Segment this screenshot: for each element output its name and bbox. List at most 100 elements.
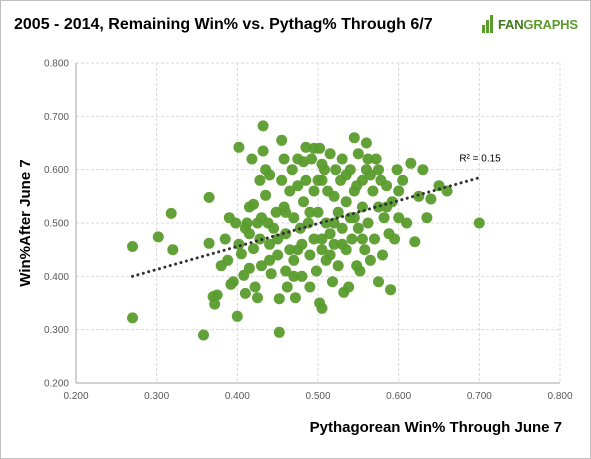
x-axis-title: Pythagorean Win% Through June 7 xyxy=(310,419,562,436)
data-point xyxy=(270,206,282,218)
data-point xyxy=(381,180,393,192)
data-point xyxy=(257,120,269,132)
data-point xyxy=(127,241,138,252)
data-point xyxy=(312,206,324,218)
data-point xyxy=(198,329,209,341)
trendline xyxy=(130,176,481,278)
data-point xyxy=(203,237,215,249)
data-point xyxy=(235,248,247,260)
data-point xyxy=(364,169,376,181)
data-point xyxy=(241,217,253,229)
data-point xyxy=(340,169,352,181)
y-tick-label: 0.800 xyxy=(44,59,69,70)
data-point xyxy=(316,233,328,245)
data-point xyxy=(352,148,364,160)
logo-wordmark: FANGRAPHS xyxy=(498,16,578,32)
data-point xyxy=(222,254,234,266)
data-point xyxy=(231,310,243,322)
data-point xyxy=(230,217,242,229)
data-point xyxy=(316,174,328,186)
y-tick-label: 0.600 xyxy=(44,165,69,176)
data-point xyxy=(248,198,259,210)
data-point xyxy=(425,193,437,205)
y-axis-title: Win%After June 7 xyxy=(17,159,34,286)
bar-chart-icon xyxy=(482,15,496,33)
data-point xyxy=(378,212,390,224)
data-point xyxy=(351,180,363,192)
data-point xyxy=(239,287,251,299)
fangraphs-logo: FANGRAPHS xyxy=(482,13,578,35)
data-point xyxy=(246,153,258,165)
data-point xyxy=(280,206,292,218)
data-point xyxy=(324,228,336,240)
data-point xyxy=(304,281,316,293)
data-point xyxy=(354,265,366,277)
data-point xyxy=(348,212,360,224)
data-point xyxy=(473,217,485,229)
data-point xyxy=(286,164,298,176)
data-point xyxy=(300,141,312,153)
data-point xyxy=(248,243,259,255)
data-point xyxy=(265,268,277,280)
data-point xyxy=(256,260,267,272)
data-point xyxy=(336,238,348,250)
x-tick-label: 0.500 xyxy=(305,391,330,402)
data-point xyxy=(324,249,336,261)
x-tick-label: 0.600 xyxy=(386,391,411,402)
data-point xyxy=(288,212,300,224)
data-point xyxy=(327,276,338,288)
y-tick-label: 0.200 xyxy=(44,379,69,390)
data-point xyxy=(421,212,433,224)
data-point xyxy=(393,212,405,224)
data-point xyxy=(276,174,288,186)
data-point xyxy=(284,185,296,197)
data-point xyxy=(127,312,138,324)
data-point xyxy=(370,153,382,165)
data-point xyxy=(405,157,417,169)
data-point xyxy=(254,233,266,245)
data-point xyxy=(362,153,374,165)
data-point xyxy=(252,292,263,304)
data-point xyxy=(273,293,285,305)
data-point xyxy=(340,196,352,208)
data-point xyxy=(320,217,332,229)
data-point xyxy=(401,217,413,229)
data-point xyxy=(298,156,309,168)
data-point xyxy=(346,233,358,245)
data-point xyxy=(254,174,266,186)
data-point xyxy=(243,228,255,240)
data-point xyxy=(397,174,409,186)
data-point xyxy=(227,276,239,288)
data-point xyxy=(433,180,445,192)
data-point xyxy=(308,233,320,245)
data-point xyxy=(389,233,401,245)
data-point xyxy=(252,217,263,229)
data-point xyxy=(264,238,276,250)
data-point xyxy=(284,244,296,256)
r-squared-annotation: R² = 0.15 xyxy=(459,154,501,165)
data-point xyxy=(288,254,300,266)
gridlines xyxy=(76,62,561,383)
data-point xyxy=(273,326,285,338)
trendline-path xyxy=(130,176,481,278)
data-point xyxy=(373,164,384,176)
data-point xyxy=(209,298,221,310)
data-point xyxy=(324,148,336,160)
data-point xyxy=(332,206,344,218)
data-point xyxy=(336,222,348,234)
data-point xyxy=(373,276,384,288)
axes: 0.200 0.300 0.400 0.500 0.600 0.700 0.800 0.200… xyxy=(44,59,573,403)
data-point xyxy=(219,233,231,245)
data-point xyxy=(165,207,177,219)
data-point xyxy=(281,281,293,293)
data-point xyxy=(373,201,384,213)
data-point xyxy=(289,292,301,304)
data-point xyxy=(330,164,342,176)
x-tick-label: 0.800 xyxy=(547,391,572,402)
data-point xyxy=(316,244,328,256)
data-point xyxy=(272,249,284,261)
data-point xyxy=(211,289,223,301)
data-point xyxy=(360,137,372,149)
data-point xyxy=(272,233,284,245)
